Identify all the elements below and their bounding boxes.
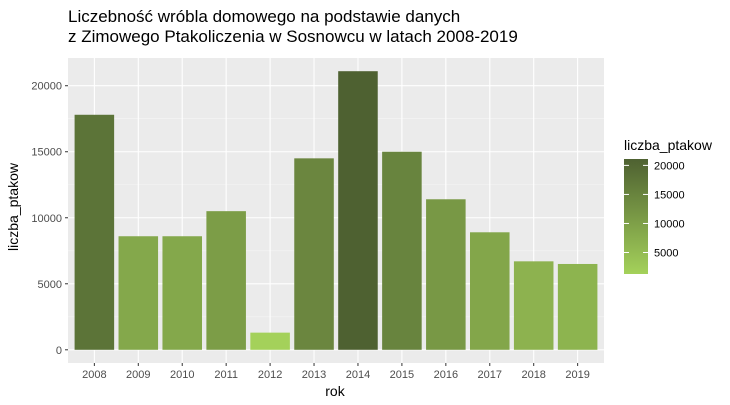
legend-tick-label: 5000 bbox=[654, 248, 678, 260]
y-tick-label: 15000 bbox=[31, 147, 62, 159]
legend-title: liczba_ptakow bbox=[624, 137, 713, 153]
bar-2010 bbox=[162, 236, 202, 350]
bar-2016 bbox=[426, 199, 466, 350]
x-tick-label: 2014 bbox=[346, 369, 370, 381]
bar-2008 bbox=[74, 114, 115, 350]
y-tick-label: 0 bbox=[56, 345, 62, 357]
y-tick-label: 5000 bbox=[38, 279, 62, 291]
legend-colorbar bbox=[624, 159, 648, 274]
x-axis: 2008 2009 2010 2011 2012 2013 2014 2015 2016 2017… bbox=[82, 363, 590, 381]
x-tick-label: 2013 bbox=[302, 369, 326, 381]
x-tick-label: 2010 bbox=[170, 369, 194, 381]
y-tick-label: 10000 bbox=[31, 213, 62, 225]
x-tick-label: 2008 bbox=[82, 369, 106, 381]
legend-tick-label: 15000 bbox=[654, 189, 685, 201]
bar-2013 bbox=[294, 158, 334, 350]
x-tick-label: 2009 bbox=[126, 369, 150, 381]
bar-2015 bbox=[382, 151, 422, 350]
y-axis: 0 5000 10000 15000 20000 bbox=[31, 81, 68, 357]
x-tick-label: 2012 bbox=[258, 369, 282, 381]
x-tick-label: 2019 bbox=[565, 369, 589, 381]
legend-tick-label: 20000 bbox=[654, 160, 685, 172]
bars bbox=[74, 71, 598, 350]
x-tick-label: 2016 bbox=[434, 369, 458, 381]
x-tick-label: 2017 bbox=[478, 369, 502, 381]
bar-2014 bbox=[338, 71, 378, 350]
legend-tick-label: 10000 bbox=[654, 218, 685, 230]
x-tick-label: 2018 bbox=[521, 369, 545, 381]
legend: liczba_ptakow 5000 10000 15000 20000 bbox=[624, 137, 713, 274]
bar-2017 bbox=[470, 232, 510, 350]
bar-2018 bbox=[513, 261, 554, 350]
bar-2019 bbox=[557, 263, 598, 350]
chart-title-line-2: z Zimowego Ptakoliczenia w Sosnowcu w la… bbox=[68, 27, 518, 46]
bar-2009 bbox=[118, 236, 159, 350]
y-axis-title: liczba_ptakow bbox=[5, 162, 21, 251]
x-tick-label: 2015 bbox=[390, 369, 414, 381]
chart-title-line-1: Liczebność wróbla domowego na podstawie … bbox=[68, 7, 460, 26]
bar-2012 bbox=[250, 332, 290, 350]
bar-2011 bbox=[206, 211, 246, 350]
legend-ticks: 5000 10000 15000 20000 bbox=[624, 160, 685, 260]
y-tick-label: 20000 bbox=[31, 81, 62, 93]
x-axis-title: rok bbox=[325, 383, 345, 399]
x-tick-label: 2011 bbox=[214, 369, 238, 381]
